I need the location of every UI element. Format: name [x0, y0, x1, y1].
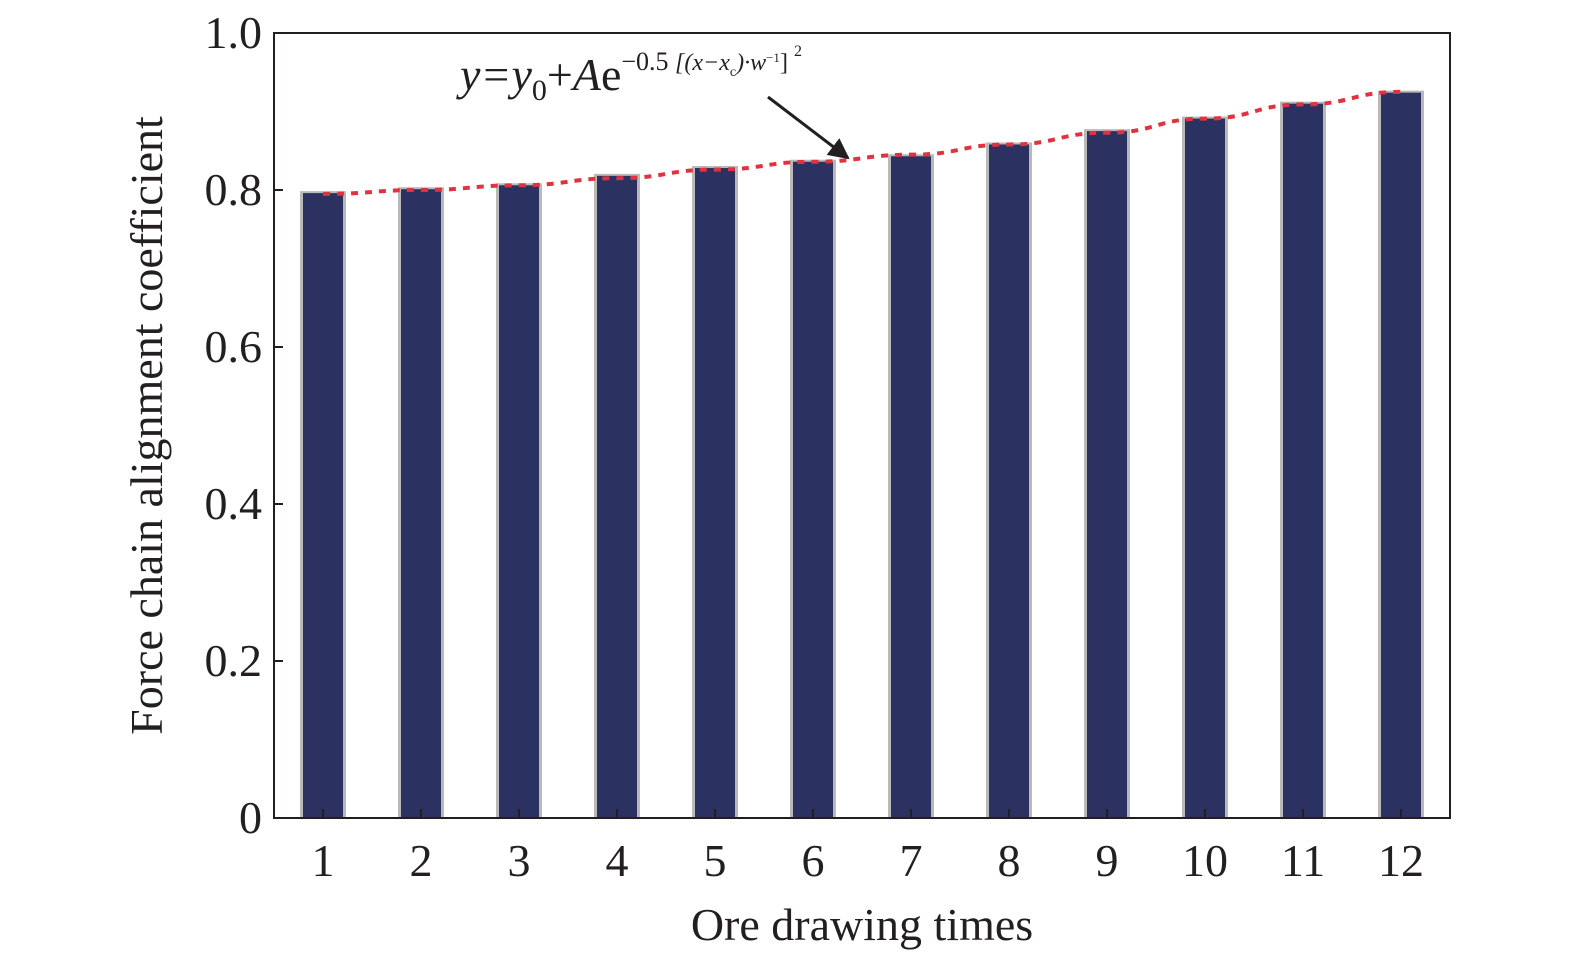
bar	[303, 193, 343, 818]
x-tick-label: 12	[1378, 835, 1424, 886]
bar	[1381, 92, 1421, 818]
bar	[1087, 131, 1127, 818]
x-tick-label: 2	[410, 835, 433, 886]
x-tick-label: 8	[998, 835, 1021, 886]
bar	[597, 175, 637, 818]
eq-amp: A	[570, 49, 602, 100]
eq-bracket-mid: )·w	[734, 50, 766, 76]
fit-curve	[322, 89, 1402, 196]
eq-plus: +	[547, 49, 573, 100]
annotation-arrow	[767, 95, 850, 160]
bar	[695, 168, 735, 818]
eq-bracket-end: ]	[780, 50, 788, 76]
eq-base: y=y	[456, 49, 532, 100]
eq-square: 2	[794, 43, 802, 60]
fit-equation: y=y0+Ae−0.5 [(x−xc)·w−1] 2	[456, 43, 802, 107]
y-tick-label: 0.6	[205, 321, 263, 372]
x-tick-label: 11	[1281, 835, 1325, 886]
x-tick-label: 6	[802, 835, 825, 886]
x-axis-ticks: 1 2 3 4 5 6 7 8 9 10 11 12	[312, 809, 1424, 886]
y-axis-ticks: 0 0.2 0.4 0.6 0.8 1.0	[205, 7, 283, 843]
bar	[401, 189, 441, 819]
eq-bracket-sub: c	[730, 65, 736, 80]
bar	[499, 185, 539, 819]
fit-line	[322, 89, 1402, 196]
bars	[300, 90, 1424, 819]
eq-bracket-sup: −1	[766, 50, 780, 65]
eq-base-sub: 0	[532, 74, 547, 107]
y-tick-label: 0.8	[205, 164, 263, 215]
y-axis-title: Force chain alignment coefficient	[121, 116, 172, 735]
x-tick-label: 10	[1182, 835, 1228, 886]
x-tick-label: 4	[606, 835, 629, 886]
y-tick-label: 0.4	[205, 478, 263, 529]
bar	[1283, 103, 1323, 818]
bar	[989, 144, 1029, 819]
y-tick-label: 1.0	[205, 7, 263, 58]
x-tick-label: 7	[900, 835, 923, 886]
y-tick-label: 0	[239, 792, 262, 843]
x-tick-label: 3	[508, 835, 531, 886]
y-tick-label: 0.2	[205, 635, 263, 686]
bar	[793, 161, 833, 819]
bar	[1185, 118, 1225, 818]
x-tick-label: 9	[1096, 835, 1119, 886]
bar	[891, 156, 931, 818]
eq-exp-base: e	[601, 49, 621, 100]
x-tick-label: 5	[704, 835, 727, 886]
eq-exponent: −0.5	[621, 47, 668, 76]
eq-bracket: [(x−x	[675, 50, 730, 76]
x-tick-label: 1	[312, 835, 335, 886]
plot-frame	[273, 32, 1451, 819]
x-axis-title: Ore drawing times	[691, 899, 1033, 950]
